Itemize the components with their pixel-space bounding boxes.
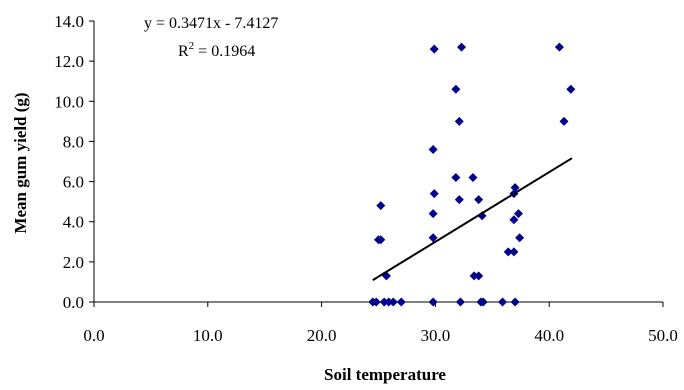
data-point: [554, 42, 564, 52]
data-point: [429, 189, 439, 199]
data-point: [388, 297, 398, 307]
data-point: [513, 209, 523, 219]
data-point: [455, 297, 465, 307]
data-point: [509, 215, 519, 225]
y-tick-label: 8.0: [63, 132, 84, 151]
x-tick-label: 40.0: [534, 326, 564, 345]
y-tick-label: 6.0: [63, 173, 84, 192]
data-point: [457, 42, 467, 52]
y-tick-label: 14.0: [54, 12, 84, 31]
data-point: [379, 297, 389, 307]
data-point: [371, 297, 381, 307]
data-point: [474, 195, 484, 205]
data-point: [566, 84, 576, 94]
data-point: [428, 209, 438, 219]
data-point: [454, 116, 464, 126]
x-tick-label: 30.0: [421, 326, 451, 345]
data-point: [396, 297, 406, 307]
data-point: [515, 233, 525, 243]
data-point: [498, 297, 508, 307]
data-point: [376, 201, 386, 211]
data-point: [454, 195, 464, 205]
data-point: [474, 271, 484, 281]
data-point: [428, 144, 438, 154]
r-squared-superscript: 2: [189, 40, 195, 52]
data-point: [509, 247, 519, 257]
r-squared-symbol: R: [178, 43, 189, 60]
y-tick-label: 10.0: [54, 92, 84, 111]
data-point: [374, 235, 383, 245]
x-axis-title: Soil temperature: [324, 365, 446, 384]
data-point: [510, 297, 520, 307]
x-tick-label: 20.0: [307, 326, 337, 345]
x-tick-labels: 0.0 10.0 20.0 30.0 40.0 50.0: [83, 326, 678, 345]
tick-marks: [89, 20, 664, 307]
trendline: [372, 157, 573, 281]
trendline-equation: y = 0.3471x - 7.4127: [144, 15, 278, 32]
y-tick-label: 0.0: [63, 293, 84, 312]
data-point: [428, 233, 438, 243]
x-tick-label: 10.0: [193, 326, 223, 345]
y-tick-label: 2.0: [63, 253, 84, 272]
data-point: [478, 297, 488, 307]
y-tick-labels: 0.0 2.0 4.0 6.0 8.0 10.0 12.0 14.0: [54, 12, 84, 312]
r-squared-value: = 0.1964: [194, 43, 255, 60]
data-point: [559, 116, 569, 126]
y-tick-label: 4.0: [63, 213, 84, 232]
r-squared-label: R2 = 0.1964: [178, 40, 255, 60]
data-point: [503, 247, 513, 257]
data-points: [368, 42, 576, 307]
data-point: [468, 173, 478, 183]
data-point: [469, 271, 479, 281]
x-tick-label: 50.0: [648, 326, 678, 345]
axes: [93, 21, 663, 303]
data-point: [384, 297, 394, 307]
data-point: [451, 84, 461, 94]
trendline-layer: [372, 157, 573, 281]
y-tick-label: 12.0: [54, 52, 84, 71]
data-point: [429, 44, 439, 54]
y-axis-title: Mean gum yield (g): [11, 92, 30, 233]
data-point: [451, 173, 461, 183]
x-tick-label: 0.0: [83, 326, 104, 345]
data-point: [510, 183, 520, 193]
data-point: [428, 297, 438, 307]
